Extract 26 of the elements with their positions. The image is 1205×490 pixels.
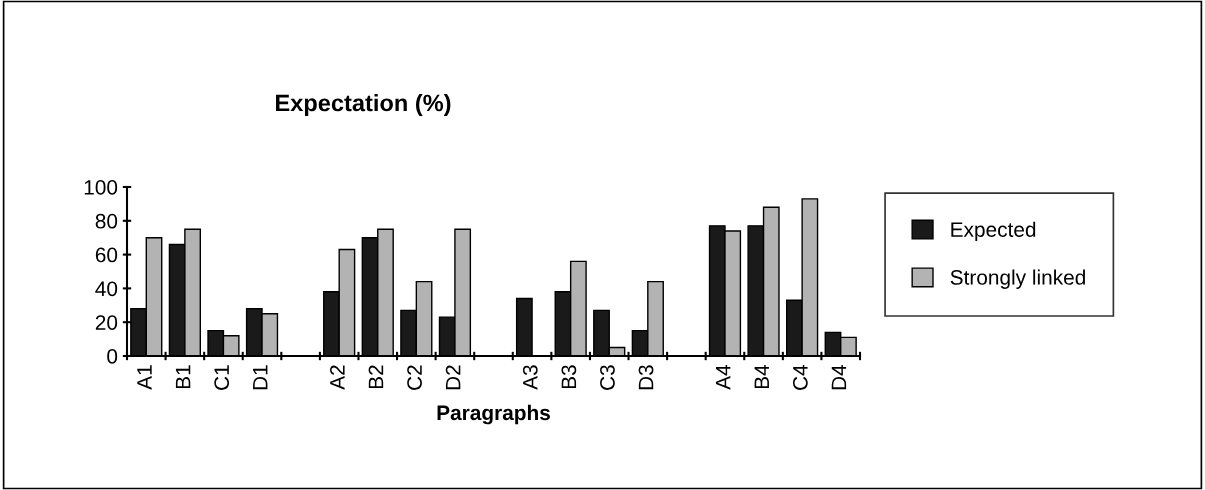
x-tick-label: A4 — [716, 364, 731, 390]
y-tick-label: 80 — [95, 213, 118, 229]
x-axis-title: Paragraphs — [437, 404, 550, 425]
x-tick-label: D4 — [831, 364, 847, 390]
y-tick-label: 0 — [107, 349, 118, 364]
x-tick-label: A3 — [522, 365, 538, 390]
y-tick-label: 40 — [95, 281, 118, 297]
x-tick-label: B2 — [368, 365, 384, 389]
y-tick-label: 20 — [95, 315, 118, 330]
legend-label: Expected — [951, 221, 1036, 242]
y-tick-label: 100 — [84, 180, 118, 195]
x-tick-label: C4 — [792, 364, 808, 390]
x-tick-label: C2 — [407, 365, 422, 390]
chart-title: Expectation (%) — [276, 94, 451, 117]
x-tick-label: D1 — [253, 365, 268, 390]
x-tick-label: C3 — [600, 365, 615, 390]
x-tick-label: B1 — [175, 365, 191, 389]
x-tick-label: A1 — [137, 365, 152, 390]
x-tick-label: C1 — [214, 365, 230, 390]
x-tick-label: D3 — [638, 365, 654, 390]
x-tick-label: B3 — [561, 365, 577, 389]
x-tick-label: D2 — [445, 365, 461, 390]
x-tick-label: A2 — [330, 365, 345, 390]
x-tick-label: B4 — [754, 364, 769, 389]
legend-label: Strongly linked — [950, 269, 1085, 289]
y-tick-label: 60 — [95, 247, 118, 263]
